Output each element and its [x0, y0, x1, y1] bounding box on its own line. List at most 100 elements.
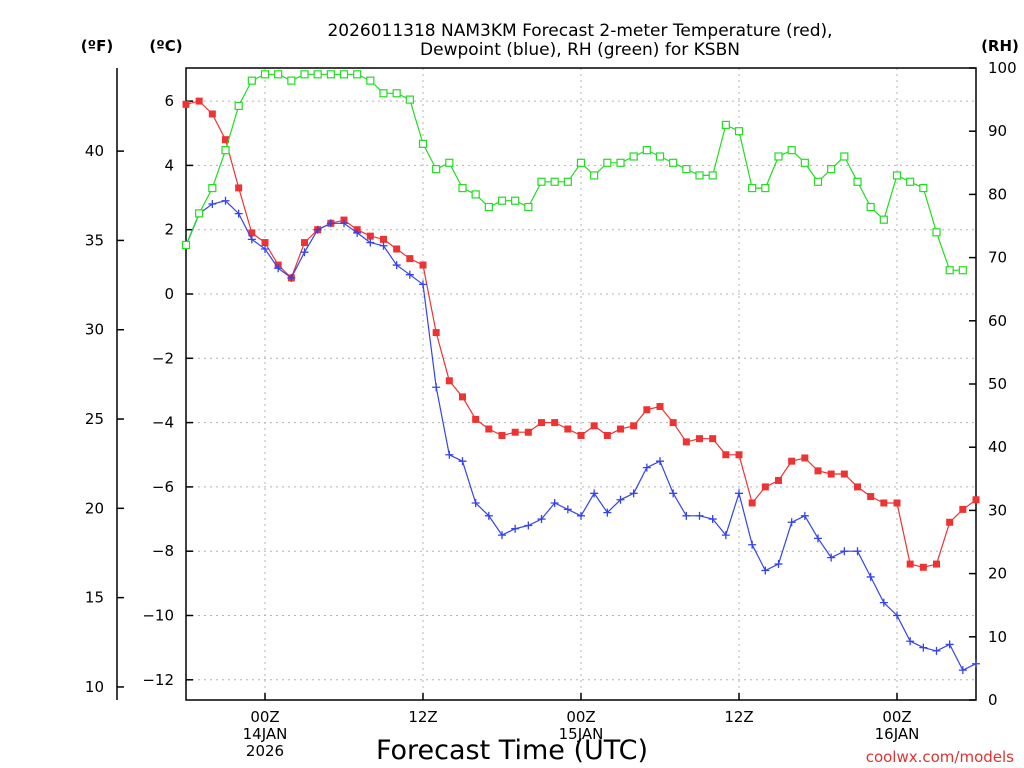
dewpoint-point — [208, 199, 217, 208]
dewpoint-point — [458, 457, 467, 466]
rh-point — [484, 202, 493, 212]
rh-point — [405, 95, 414, 104]
rh-point — [590, 171, 599, 180]
dewpoint-point — [261, 244, 269, 253]
dewpoint-point — [787, 518, 796, 527]
dewpoint-point — [840, 547, 849, 556]
rh-point — [932, 228, 941, 237]
rh-point — [208, 183, 217, 193]
fahrenheit-tick-label: 35 — [85, 231, 104, 249]
rh-point — [379, 89, 388, 98]
rh-point — [945, 266, 954, 275]
dewpoint-point — [761, 566, 770, 575]
rh-point — [524, 202, 533, 212]
time-tick-label: 00Z — [250, 708, 279, 726]
2-meter-temperature-point — [380, 235, 387, 243]
2-meter-temperature-point — [406, 255, 414, 263]
dewpoint-point — [629, 489, 638, 498]
2-meter-temperature-point — [630, 422, 638, 430]
2-meter-temperature-point — [867, 493, 875, 501]
2-meter-temperature-point — [235, 184, 243, 192]
dewpoint-point — [392, 261, 401, 270]
dewpoint-point — [616, 495, 625, 504]
dewpoint-point — [405, 270, 414, 279]
rh-point — [629, 152, 638, 161]
2-meter-temperature-point — [735, 451, 743, 459]
rh-tick-label: 30 — [988, 501, 1007, 519]
fahrenheit-tick-label: 25 — [85, 410, 104, 428]
fahrenheit-tick-label: 15 — [85, 589, 104, 607]
rh-point — [682, 165, 691, 174]
celsius-tick-label: 6 — [164, 92, 174, 110]
dewpoint-point — [247, 235, 256, 244]
dewpoint-point — [919, 643, 928, 652]
2-meter-temperature-point — [222, 136, 229, 144]
dewpoint-point — [326, 219, 335, 228]
rh-tick-label: 70 — [988, 249, 1007, 267]
time-tick-label: 15JAN — [559, 725, 604, 743]
2-meter-temperature-point — [472, 415, 480, 423]
2-meter-temperature-point — [946, 518, 954, 526]
dewpoint-point — [866, 572, 875, 581]
rh-point — [576, 158, 586, 167]
dewpoint-point — [682, 511, 691, 520]
dewpoint-point — [366, 238, 375, 247]
2-meter-temperature-point — [577, 431, 585, 439]
rh-point — [879, 215, 888, 224]
x-axis-label: Forecast Time (UTC) — [376, 735, 648, 766]
rh-point — [642, 146, 651, 155]
rh-point — [366, 76, 375, 85]
dewpoint-point — [379, 241, 388, 250]
dewpoint-point — [340, 219, 348, 228]
2-meter-temperature-point — [722, 451, 730, 459]
dewpoint-point — [313, 225, 322, 234]
rh-point — [432, 165, 441, 174]
rh-point — [800, 158, 809, 167]
rh-point — [195, 209, 204, 218]
rh-point — [287, 76, 296, 85]
2-meter-temperature-point — [880, 499, 888, 507]
dewpoint-point — [708, 515, 717, 524]
dewpoint-point — [550, 498, 559, 507]
2-meter-temperature-point — [603, 431, 611, 439]
celsius-tick-label: −6 — [152, 478, 174, 496]
dewpoint-point — [287, 273, 296, 282]
rh-point — [748, 183, 757, 193]
chart-subtitle: Dewpoint (blue), RH (green) for KSBN — [420, 40, 740, 60]
rh-point — [471, 190, 480, 199]
dewpoint-point — [234, 209, 243, 218]
rh-tick-label: 60 — [988, 312, 1007, 330]
2-meter-temperature-point — [775, 476, 782, 484]
rh-point — [866, 202, 875, 212]
rh-point — [181, 240, 191, 250]
2-meter-temperature-point — [748, 499, 756, 507]
2-meter-temperature-point — [972, 496, 980, 504]
2-meter-temperature-point — [459, 393, 466, 401]
dewpoint-point — [906, 637, 915, 646]
fahrenheit-unit-label: (ºF) — [81, 37, 113, 55]
2-meter-temperature-point — [959, 505, 967, 513]
dewpoint-point — [563, 505, 572, 514]
chart-title: 2026011318 NAM3KM Forecast 2-meter Tempe… — [327, 21, 832, 41]
rh-point — [813, 177, 823, 186]
rh-point — [853, 177, 862, 186]
2-meter-temperature-point — [432, 329, 440, 337]
celsius-tick-label: −10 — [142, 607, 174, 625]
rh-tick-label: 0 — [988, 691, 998, 709]
2-meter-temperature-point — [182, 100, 190, 108]
dewpoint-point — [945, 640, 954, 649]
rh-point — [537, 177, 546, 186]
2-meter-temperature-point — [485, 425, 493, 433]
rh-point — [827, 165, 836, 174]
rh-point — [418, 139, 428, 148]
2-meter-temperature-point — [906, 560, 914, 568]
celsius-tick-label: −8 — [152, 542, 174, 560]
2-meter-temperature-point — [524, 428, 532, 436]
celsius-tick-label: 0 — [164, 285, 174, 303]
2-meter-temperature-point — [840, 470, 848, 478]
2-meter-temperature-point — [669, 419, 677, 427]
rh-point — [260, 70, 270, 79]
rh-point — [445, 158, 454, 167]
2-meter-temperature-point — [248, 229, 256, 237]
dewpoint-point — [958, 666, 967, 675]
